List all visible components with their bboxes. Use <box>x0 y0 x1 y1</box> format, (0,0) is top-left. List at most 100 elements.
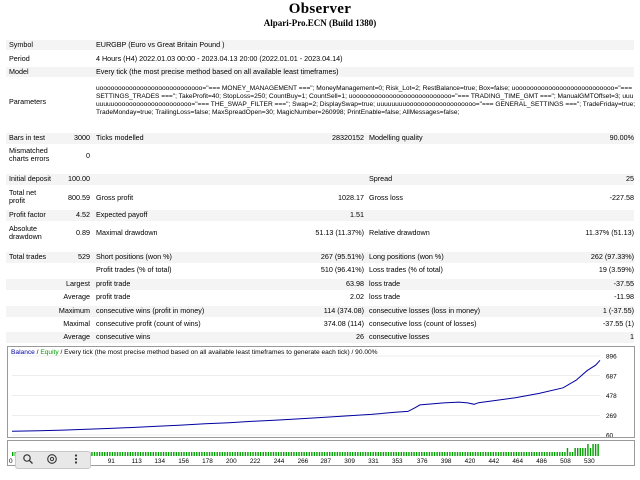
volume-bar <box>275 452 277 456</box>
volume-bar <box>377 452 379 456</box>
y-tick-label: 896 <box>606 354 617 361</box>
avg2-label: Average <box>63 332 90 341</box>
volume-bar <box>318 452 321 456</box>
average-profit-value: 2.02 <box>350 292 364 301</box>
payoff-label: Expected payoff <box>96 210 148 219</box>
volume-bar <box>198 452 201 456</box>
volume-bar <box>257 452 259 456</box>
row-bg-largest <box>6 279 634 290</box>
volume-bar <box>267 452 270 456</box>
volume-bar <box>137 452 139 456</box>
volume-bar <box>129 452 132 456</box>
volume-bar <box>213 452 216 456</box>
volume-bar <box>398 452 400 456</box>
volume-bar <box>587 444 589 456</box>
volume-bar <box>346 452 349 456</box>
volume-strip: 0254769911131341561782002222442662873093… <box>7 440 635 466</box>
volume-bar <box>183 452 185 456</box>
volume-bar <box>295 452 298 456</box>
volume-bar <box>474 452 477 456</box>
volume-bar <box>139 452 142 456</box>
volume-bar <box>247 452 249 456</box>
volume-bar <box>219 452 221 456</box>
volume-bar <box>490 452 492 456</box>
period-value: 4 Hours (H4) 2022.01.03 00:00 - 2023.04.… <box>96 54 343 63</box>
volume-bar <box>413 452 415 456</box>
volume-bar <box>369 452 372 456</box>
comment-icon[interactable] <box>42 453 62 467</box>
model-label: Model <box>9 67 29 76</box>
largest-loss-value: -37.55 <box>613 279 634 288</box>
volume-bar <box>226 452 229 456</box>
row-bg-deposit <box>6 174 634 185</box>
volume-bar <box>98 452 101 456</box>
volume-bar <box>336 452 339 456</box>
volume-bar <box>313 452 316 456</box>
x-tick-label: 309 <box>344 458 355 465</box>
volume-bar <box>456 452 459 456</box>
long-label: Long positions (won %) <box>369 252 444 261</box>
balance-chart: Balance / Equity / Every tick (the most … <box>7 346 635 440</box>
volume-bar <box>367 452 369 456</box>
volume-bar <box>574 448 576 456</box>
volume-bar <box>421 452 423 456</box>
spread-label: Spread <box>369 174 393 183</box>
volume-bar <box>459 452 461 456</box>
volume-bar <box>239 452 241 456</box>
x-tick-label: 530 <box>584 458 595 465</box>
reldd-value: 11.37% (51.13) <box>585 228 634 237</box>
volume-bar <box>487 452 489 456</box>
volume-bar <box>438 452 441 456</box>
volume-bar <box>408 452 410 456</box>
volume-bar <box>234 452 236 456</box>
volume-bar <box>162 452 165 456</box>
series-line-balance <box>11 359 601 432</box>
average-loss-label: loss trade <box>369 292 401 301</box>
x-tick-label: 222 <box>250 458 261 465</box>
volume-bar <box>321 452 323 456</box>
netprofit-value: 800.59 <box>68 193 90 202</box>
volume-bar <box>155 452 157 456</box>
symbol-label: Symbol <box>9 40 33 49</box>
x-tick-label: 178 <box>202 458 213 465</box>
volume-bar <box>543 452 546 456</box>
x-tick-label: 0 <box>9 458 13 465</box>
volume-bar <box>147 452 149 456</box>
deposit-value: 100.00 <box>68 174 90 183</box>
loss-trades-label: Loss trades (% of total) <box>369 265 443 274</box>
report-subtitle: Alpari-Pro.ECN (Build 1380) <box>263 18 377 28</box>
x-tick-label: 91 <box>108 458 116 465</box>
mxl-cl-value: -37.55 (1) <box>602 319 634 328</box>
volume-bar <box>293 452 295 456</box>
magnifier-icon[interactable] <box>18 453 38 467</box>
volume-bar <box>479 452 482 456</box>
volume-bar <box>277 452 280 456</box>
volume-bar <box>160 452 162 456</box>
x-tick-label: 134 <box>154 458 165 465</box>
volume-bar <box>559 452 561 456</box>
volume-bar <box>144 452 147 456</box>
ticks-value: 28320152 <box>332 133 364 142</box>
x-tick-label: 398 <box>441 458 452 465</box>
x-tick-label: 244 <box>274 458 285 465</box>
largest-loss-label: loss trade <box>369 279 401 288</box>
volume-bar <box>357 452 359 456</box>
grossprofit-label: Gross profit <box>96 193 134 202</box>
mxl-cp-label: consecutive profit (count of wins) <box>96 319 201 328</box>
x-tick-label: 442 <box>489 458 500 465</box>
volume-bar <box>431 452 433 456</box>
volume-bar <box>364 452 367 456</box>
balance-chart-svg: 896 687 478 269 60 <box>11 354 617 440</box>
row-bg-trades <box>6 252 634 263</box>
volume-bar <box>482 452 484 456</box>
more-vert-icon[interactable] <box>66 453 86 467</box>
symbol-value: EURGBP (Euro vs Great Britain Pound ) <box>96 40 225 49</box>
row-bg-avg2 <box>6 332 634 343</box>
volume-bar <box>334 452 336 456</box>
volume-bar <box>380 452 382 456</box>
volume-bar <box>505 452 507 456</box>
y-tick-label: 60 <box>606 433 614 438</box>
row-bg-bars <box>6 133 634 144</box>
volume-bar <box>449 452 451 456</box>
volume-bar <box>472 452 474 456</box>
